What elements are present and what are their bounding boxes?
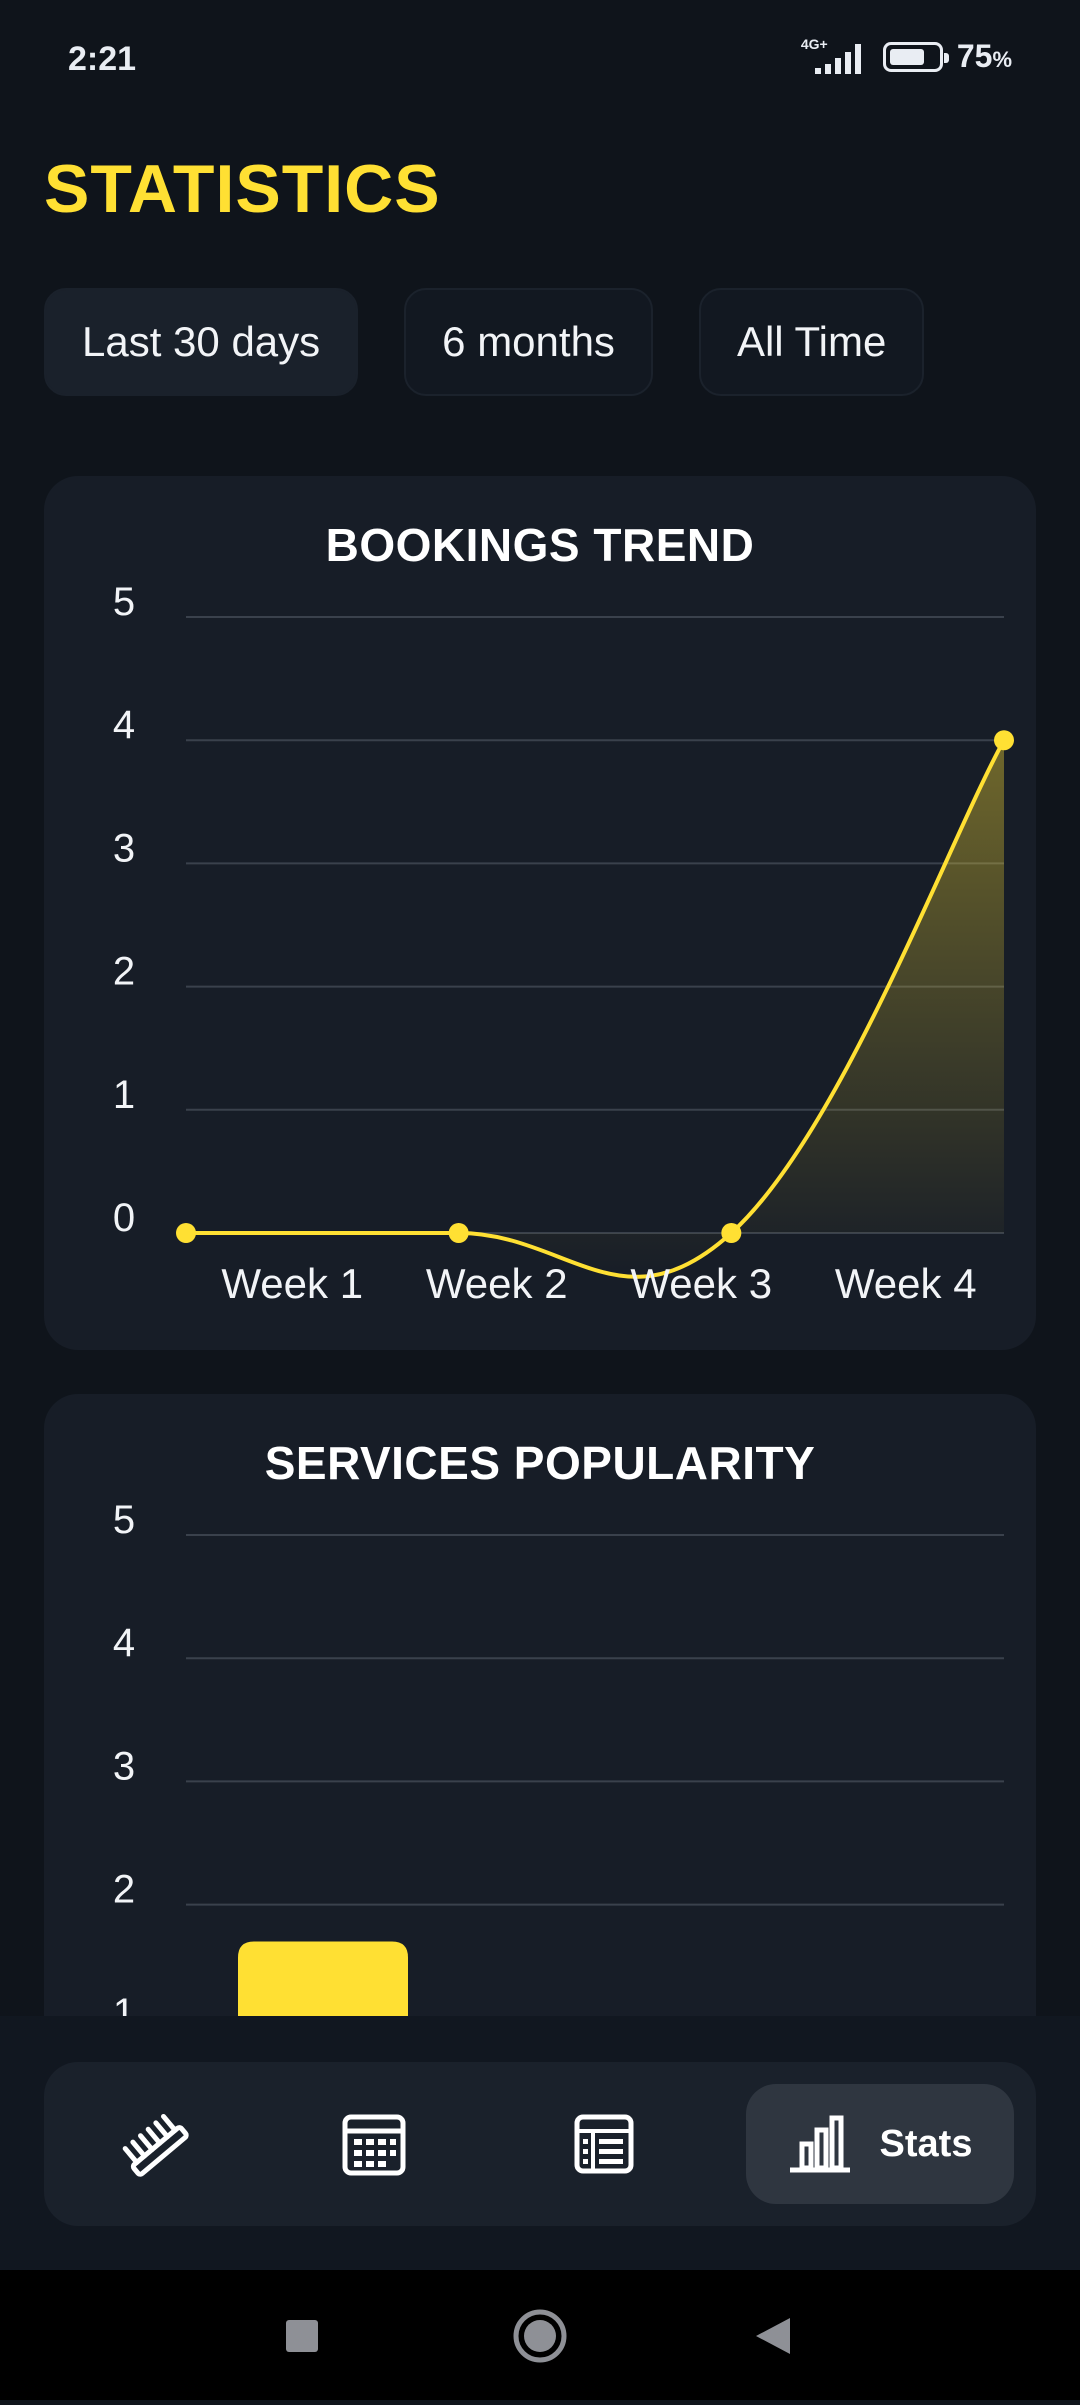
battery-percent: 75% [956,38,1012,74]
status-time: 2:21 [68,40,137,78]
back-button[interactable] [756,2318,790,2354]
bookings-trend-title: BOOKINGS TREND [325,519,755,571]
y-tick-label: 5 [113,580,135,624]
bar-chart-icon [789,2115,850,2173]
nav-label-stats: Stats [879,2122,973,2165]
bar [238,1941,408,2016]
nav-item-services[interactable] [84,2062,224,2226]
nav-item-list[interactable] [534,2062,674,2226]
y-tick-label: 5 [113,1498,135,1542]
filter-6-months[interactable]: 6 months [404,288,653,396]
data-point [176,1223,196,1243]
services-popularity-card: SERVICES POPULARITY 1 2 3 4 5 [44,1394,1036,2016]
series-area [186,740,1004,1277]
home-button[interactable] [513,2309,567,2363]
x-tick-label: Week 3 [630,1260,772,1307]
y-tick-label: 3 [113,1744,135,1788]
series-line [186,739,1006,1279]
list-icon [574,2114,634,2174]
x-tick-label: Week 2 [426,1260,568,1307]
recent-apps-button[interactable] [286,2320,318,2352]
y-tick-label: 4 [113,1621,135,1665]
comb-icon [122,2113,189,2177]
page-title: STATISTICS [44,151,441,227]
nav-item-calendar[interactable] [304,2062,444,2226]
y-tick-label: 2 [113,950,135,994]
bottom-nav: Stats [44,2062,1036,2226]
data-point [448,1223,469,1243]
services-popularity-chart: 1 2 3 4 5 [113,1498,1004,2016]
x-tick-label: Week 4 [835,1260,977,1307]
y-tick-label: 4 [113,703,135,747]
bookings-trend-chart: 0 1 2 3 4 5 Week 1 Week 2 Week 3 Week 4 [113,580,1014,1307]
bookings-trend-card: BOOKINGS TREND 0 1 2 3 4 5 Week 1 Week 2 Week 3 W… [44,476,1036,1350]
nav-item-stats[interactable]: Stats [746,2084,1014,2204]
status-icons: 4G+ 75% [801,36,1012,75]
battery-icon [882,41,949,72]
filter-last-30-days[interactable]: Last 30 days [44,288,359,396]
x-tick-label: Week 1 [221,1260,363,1307]
y-tick-label: 3 [113,826,135,870]
time-range-filters: Last 30 days 6 months All Time [44,288,925,396]
signal-icon: 4G+ [801,36,869,74]
filter-all-time[interactable]: All Time [698,288,925,396]
data-point [721,1223,742,1243]
y-tick-label: 0 [113,1196,135,1240]
data-point [994,730,1014,751]
y-tick-label: 1 [113,1073,135,1117]
status-bar: 2:21 4G+ 75% [0,0,1080,118]
network-type: 4G+ [800,35,828,52]
services-popularity-title: SERVICES POPULARITY [264,1437,816,1489]
bottom-navigation-area: Stats [0,2016,1080,2270]
system-navigation-bar [0,2270,1080,2400]
y-tick-label: 1 [113,1991,135,2016]
y-tick-label: 2 [113,1868,135,1912]
calendar-icon [342,2114,406,2176]
